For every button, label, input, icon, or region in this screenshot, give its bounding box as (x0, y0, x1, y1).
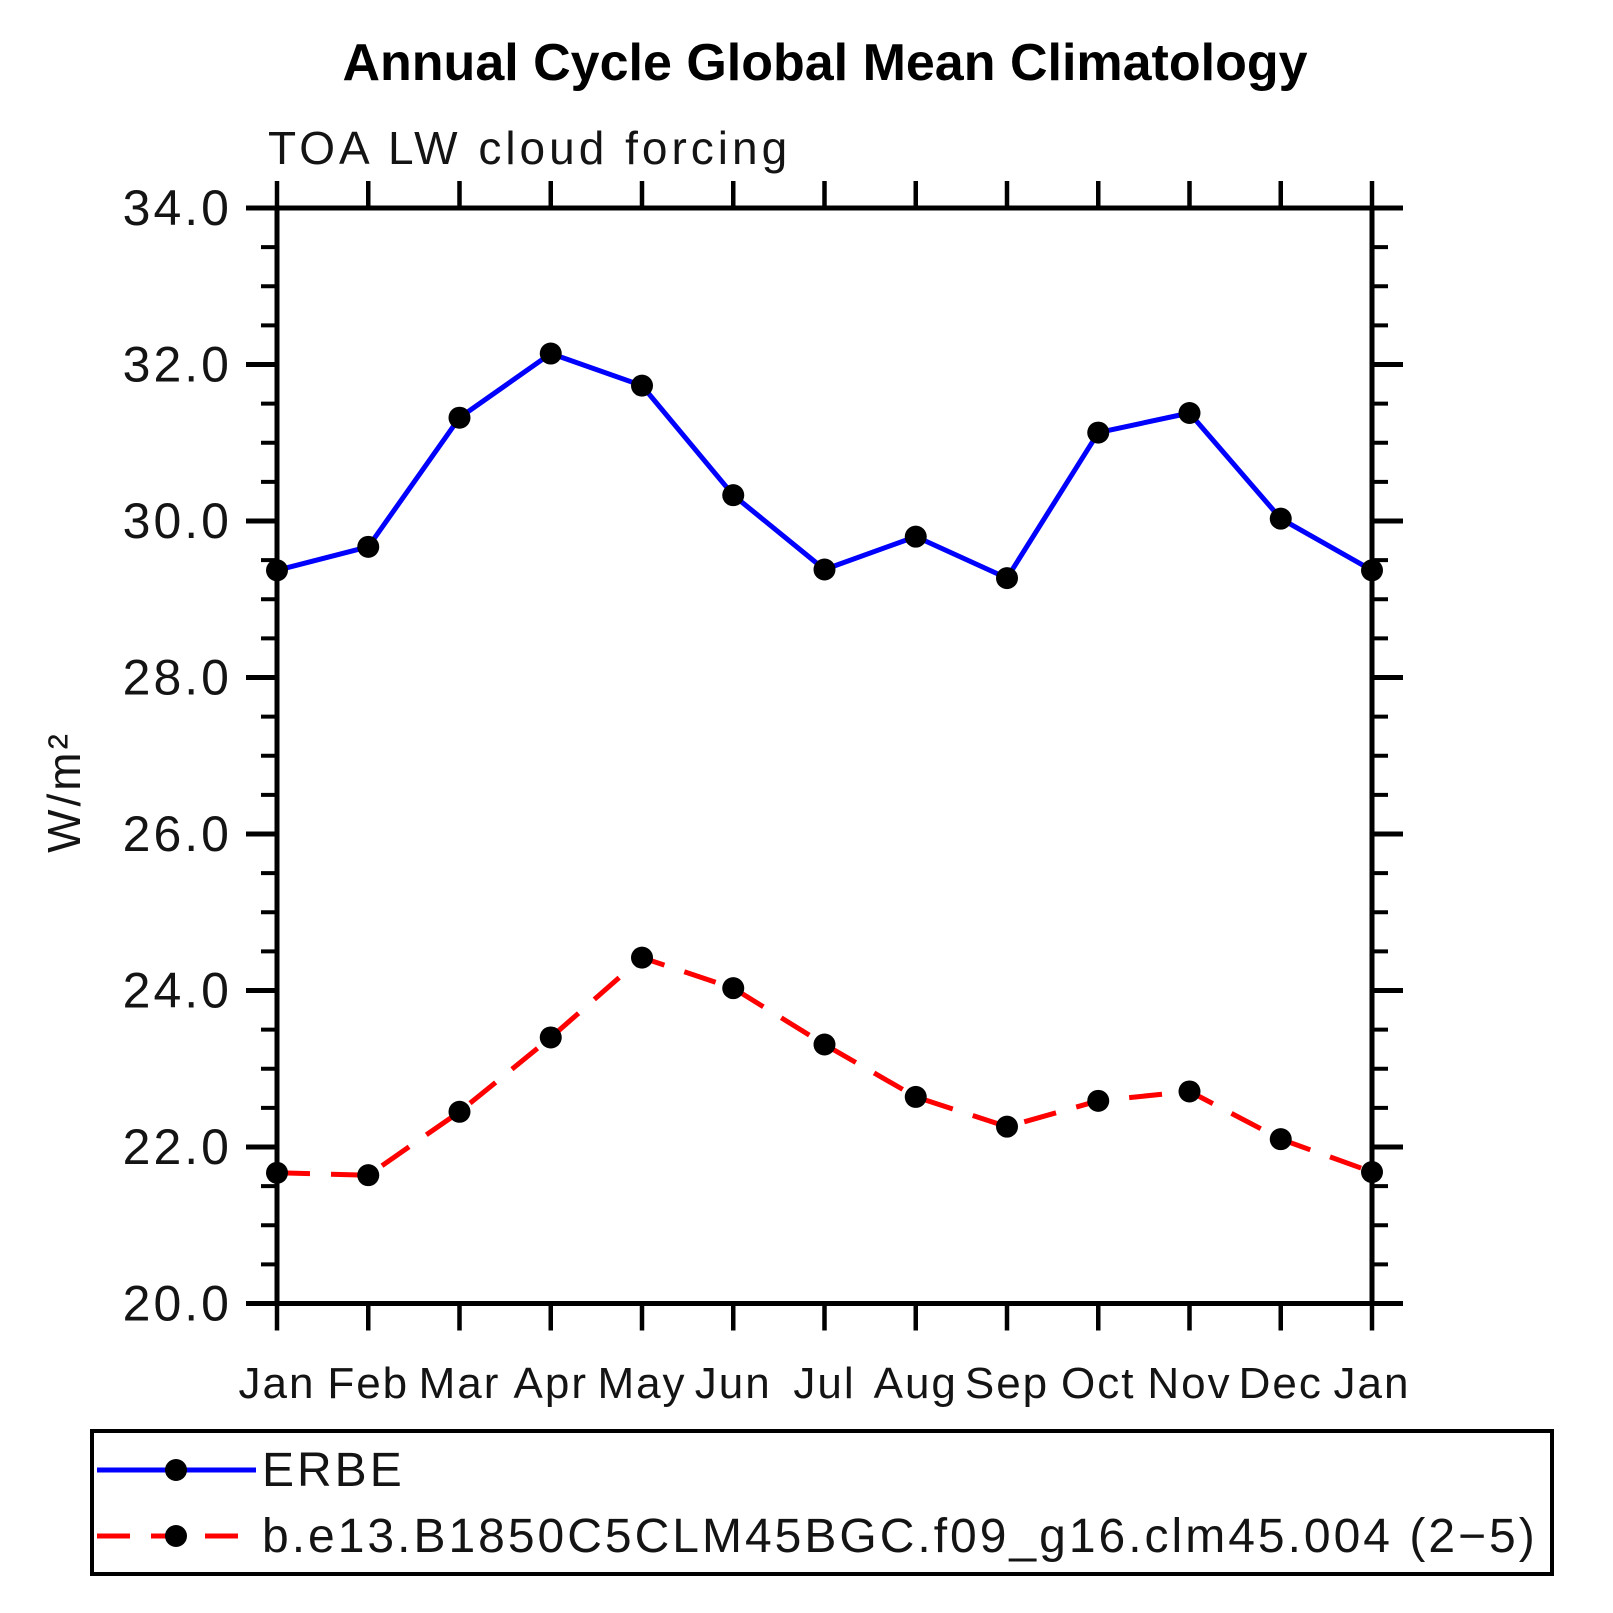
series-1-marker-feb (357, 1164, 380, 1187)
series-0-marker-may (631, 374, 653, 397)
series-0-marker-feb (357, 535, 380, 558)
series-1-marker-may (631, 946, 653, 969)
series-0-marker-apr (539, 342, 562, 365)
x-tick-label: Oct (1061, 1359, 1135, 1408)
y-tick-label: 30.0 (123, 493, 232, 549)
series-0-marker-jan (1361, 559, 1383, 582)
series-0-marker-mar (448, 406, 471, 429)
y-tick-label: 24.0 (123, 963, 232, 1019)
legend-label-1: b.e13.B1850C5CLM45BGC.f09_g16.clm45.004 … (262, 1510, 1538, 1563)
x-tick-label: May (597, 1359, 686, 1408)
series-1-marker-jul (813, 1033, 836, 1056)
series-0-marker-aug (904, 525, 927, 548)
legend-label-0: ERBE (262, 1444, 405, 1497)
legend-marker-0 (165, 1459, 187, 1481)
x-tick-label: Nov (1147, 1359, 1231, 1408)
x-tick-label: Jan (1334, 1359, 1411, 1408)
x-tick-label: Jan (239, 1359, 316, 1408)
x-tick-label: Dec (1239, 1359, 1323, 1408)
y-axis-label: W/m² (38, 731, 90, 853)
series-0-marker-oct (1087, 421, 1110, 444)
series-0-marker-nov (1178, 402, 1201, 425)
series-0-marker-dec (1269, 507, 1292, 530)
series-1-marker-nov (1178, 1080, 1201, 1103)
chart-title: Annual Cycle Global Mean Climatology (342, 34, 1307, 92)
series-1-marker-aug (904, 1085, 927, 1108)
series-0-marker-jul (813, 558, 836, 581)
x-tick-label: Sep (965, 1359, 1049, 1408)
series-0-marker-sep (996, 567, 1018, 590)
x-tick-label: Jul (793, 1359, 855, 1408)
axes (246, 181, 1403, 1331)
x-tick-label: Mar (419, 1359, 501, 1408)
y-tick-label: 26.0 (123, 806, 232, 862)
x-tick-label: Jun (695, 1359, 772, 1408)
y-tick-label: 28.0 (123, 650, 232, 706)
series-0-marker-jan (266, 559, 288, 582)
y-tick-label: 34.0 (123, 180, 232, 236)
y-tick-label: 20.0 (123, 1276, 232, 1332)
axis-tick-labels: Jan Feb Mar Apr May Jun Jul Aug Sep Oct Nov Dec Jan3… (123, 180, 1411, 1408)
series-line-1 (276, 955, 1373, 1178)
plot-frame (274, 205, 1375, 1306)
x-tick-label: Feb (327, 1359, 409, 1408)
series-1-marker-mar (448, 1100, 471, 1123)
series-1-marker-apr (539, 1026, 562, 1049)
series-1-marker-oct (1087, 1089, 1110, 1112)
series-line-0 (276, 351, 1374, 581)
chart-subtitle: TOA LW cloud forcing (268, 122, 791, 174)
y-tick-label: 22.0 (123, 1119, 232, 1175)
series-1-marker-dec (1269, 1128, 1292, 1151)
legend-box (90, 1429, 1554, 1576)
series-0-marker-jun (722, 484, 745, 507)
legend: ERBE b.e13.B1850C5CLM45BGC.f09_g16.clm45.… (90, 1429, 1554, 1576)
x-tick-label: Apr (514, 1359, 588, 1408)
series-1-marker-jan (1361, 1161, 1383, 1184)
series-1-marker-sep (996, 1115, 1018, 1138)
x-tick-label: Aug (874, 1359, 958, 1408)
legend-marker-1 (165, 1525, 187, 1547)
y-tick-label: 32.0 (123, 337, 232, 393)
series-1-marker-jun (722, 977, 745, 1000)
series-1-marker-jan (266, 1161, 288, 1184)
data-series (266, 342, 1383, 1187)
